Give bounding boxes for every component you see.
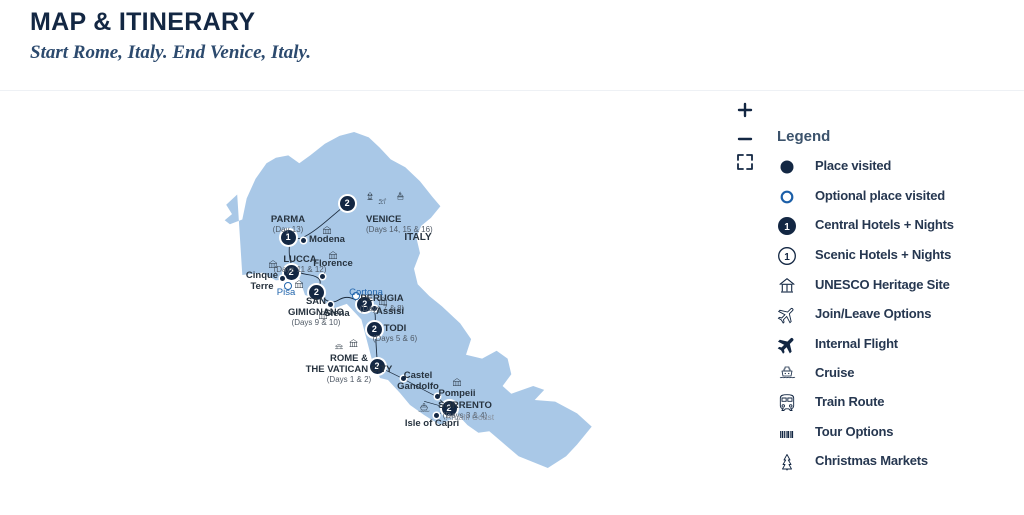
svg-text:1: 1 [784,252,790,263]
svg-text:1: 1 [784,222,790,233]
